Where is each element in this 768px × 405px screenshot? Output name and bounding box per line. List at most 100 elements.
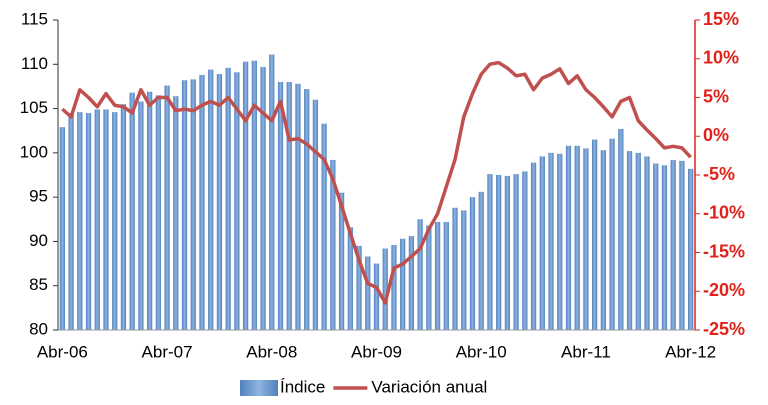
bar [496, 175, 502, 330]
bar [312, 99, 319, 330]
bar [295, 83, 301, 331]
bar [216, 74, 223, 331]
y-tick-label: 105 [20, 98, 48, 117]
bar [487, 174, 493, 330]
bar [504, 175, 511, 330]
y-tick-label: 85 [29, 275, 48, 294]
bar [164, 85, 170, 331]
bar [618, 128, 624, 330]
bar [286, 82, 292, 330]
x-tick-label: Abr-12 [665, 342, 716, 361]
bar [635, 152, 641, 330]
bar [452, 207, 458, 330]
bar [208, 69, 214, 330]
bar [59, 127, 65, 331]
bar [338, 192, 345, 330]
bar [365, 256, 371, 330]
bar [478, 191, 484, 330]
bar [77, 112, 83, 330]
legend-swatch [240, 380, 278, 396]
bar [400, 238, 406, 330]
y2-tick-label: -25% [703, 319, 745, 339]
bar [530, 162, 537, 330]
y2-tick-label: -10% [703, 203, 745, 223]
bar [574, 145, 580, 330]
x-tick-label: Abr-11 [561, 342, 611, 361]
x-tick-label: Abr-07 [142, 342, 193, 361]
bar [129, 92, 135, 330]
y-tick-label: 95 [29, 187, 48, 206]
y-tick-label: 100 [20, 142, 48, 161]
bar [94, 109, 100, 330]
y2-tick-label: 10% [703, 48, 739, 68]
bar [391, 244, 397, 330]
y2-tick-label: -15% [703, 241, 745, 261]
bar [225, 67, 231, 330]
x-tick-label: Abr-09 [351, 342, 402, 361]
bar [199, 74, 205, 331]
x-tick-label: Abr-10 [456, 342, 507, 361]
bar [443, 221, 449, 330]
bar [609, 138, 615, 330]
bar [120, 104, 127, 331]
y2-tick-label: -20% [703, 280, 745, 300]
bar [330, 159, 336, 330]
bar [461, 210, 467, 330]
y-tick-label: 115 [21, 9, 48, 28]
bar [513, 174, 519, 330]
bar [138, 101, 144, 330]
legend-label: Variación anual [371, 377, 487, 396]
y-tick-label: 110 [21, 54, 48, 73]
x-tick-label: Abr-08 [246, 342, 297, 361]
bar [173, 96, 179, 331]
bar [347, 227, 353, 330]
y-tick-label: 80 [29, 319, 48, 338]
bar [147, 91, 153, 330]
bar [522, 171, 528, 330]
bar [260, 66, 266, 330]
y2-tick-label: 15% [703, 9, 739, 29]
bar [653, 163, 659, 330]
bar [583, 148, 589, 330]
bar [234, 72, 240, 330]
bar [103, 109, 109, 330]
y-tick-label: 90 [29, 231, 48, 250]
bar [565, 145, 572, 330]
bar [557, 153, 563, 330]
bar [548, 152, 554, 330]
bar [382, 248, 388, 330]
bar [600, 150, 606, 330]
bar [373, 263, 380, 330]
bar [269, 54, 275, 331]
bar [190, 79, 196, 330]
bar [670, 159, 676, 330]
bar [434, 221, 441, 330]
bar [356, 245, 362, 330]
bar [304, 89, 310, 330]
bar [251, 60, 257, 330]
bar [68, 113, 74, 330]
bar [688, 168, 694, 330]
bar [277, 82, 284, 330]
bar [539, 156, 545, 330]
bar [155, 95, 161, 331]
y2-tick-label: -5% [703, 164, 735, 184]
bar [426, 225, 432, 330]
bar [321, 123, 327, 330]
bar [417, 219, 423, 330]
bar [181, 80, 188, 330]
line [61, 60, 692, 305]
bar [112, 112, 118, 330]
bar [626, 151, 633, 330]
y2-tick-label: 5% [703, 86, 729, 106]
bar [469, 197, 476, 330]
bar [592, 139, 598, 330]
y2-tick-label: 0% [703, 125, 729, 145]
bar [661, 165, 668, 330]
bar [679, 160, 685, 330]
x-tick-label: Abr-06 [37, 342, 88, 361]
legend-label: Índice [280, 377, 325, 396]
bar [242, 61, 249, 330]
bar [644, 156, 650, 330]
